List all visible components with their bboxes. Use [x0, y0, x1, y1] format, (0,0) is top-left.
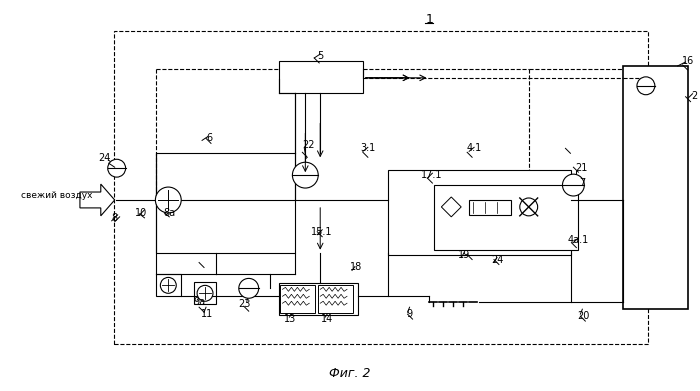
Text: 22: 22	[302, 140, 314, 151]
Circle shape	[160, 277, 176, 293]
Text: 6: 6	[206, 133, 212, 143]
Circle shape	[637, 77, 654, 95]
Bar	[281, 285, 315, 313]
Text: 4а.1: 4а.1	[568, 235, 589, 245]
Text: 11: 11	[201, 309, 213, 319]
Circle shape	[197, 285, 213, 301]
Bar	[623, 66, 687, 309]
Text: 24: 24	[99, 153, 111, 163]
Circle shape	[563, 174, 584, 196]
Text: 17.1: 17.1	[421, 170, 442, 180]
Text: 20: 20	[577, 311, 589, 321]
Circle shape	[239, 278, 259, 298]
Text: 4.1: 4.1	[466, 143, 482, 153]
Bar	[279, 283, 358, 315]
Text: 15.1: 15.1	[312, 227, 333, 237]
Bar	[156, 153, 295, 253]
Bar	[469, 200, 511, 215]
Text: 21: 21	[575, 163, 587, 173]
Circle shape	[108, 159, 125, 177]
Text: 5: 5	[317, 51, 323, 61]
Text: 2: 2	[692, 91, 698, 101]
Circle shape	[520, 198, 538, 216]
Text: 13: 13	[284, 314, 297, 324]
Text: 14: 14	[321, 314, 333, 324]
Text: 16: 16	[682, 56, 694, 66]
Bar	[113, 31, 648, 344]
Bar	[388, 170, 571, 255]
Text: свежий воздух: свежий воздух	[21, 192, 93, 201]
Text: 9а: 9а	[193, 297, 205, 307]
Text: 7: 7	[579, 178, 585, 188]
Text: 23: 23	[239, 299, 251, 309]
Text: 9: 9	[407, 309, 412, 319]
Text: 10: 10	[135, 208, 148, 218]
Circle shape	[155, 187, 181, 213]
Text: Фиг. 2: Фиг. 2	[329, 367, 371, 380]
Bar	[279, 61, 363, 93]
Circle shape	[293, 162, 318, 188]
Text: 8а: 8а	[163, 208, 176, 218]
Text: 3.1: 3.1	[360, 143, 375, 153]
Bar	[194, 282, 216, 304]
Polygon shape	[441, 197, 461, 217]
Text: 18: 18	[350, 262, 362, 273]
Polygon shape	[80, 184, 115, 216]
Text: 1: 1	[426, 13, 433, 26]
Bar	[156, 274, 181, 296]
Text: 24: 24	[491, 255, 503, 265]
Bar	[435, 185, 578, 249]
Bar	[318, 285, 353, 313]
Text: 8: 8	[111, 213, 118, 223]
Text: 19: 19	[458, 249, 470, 260]
